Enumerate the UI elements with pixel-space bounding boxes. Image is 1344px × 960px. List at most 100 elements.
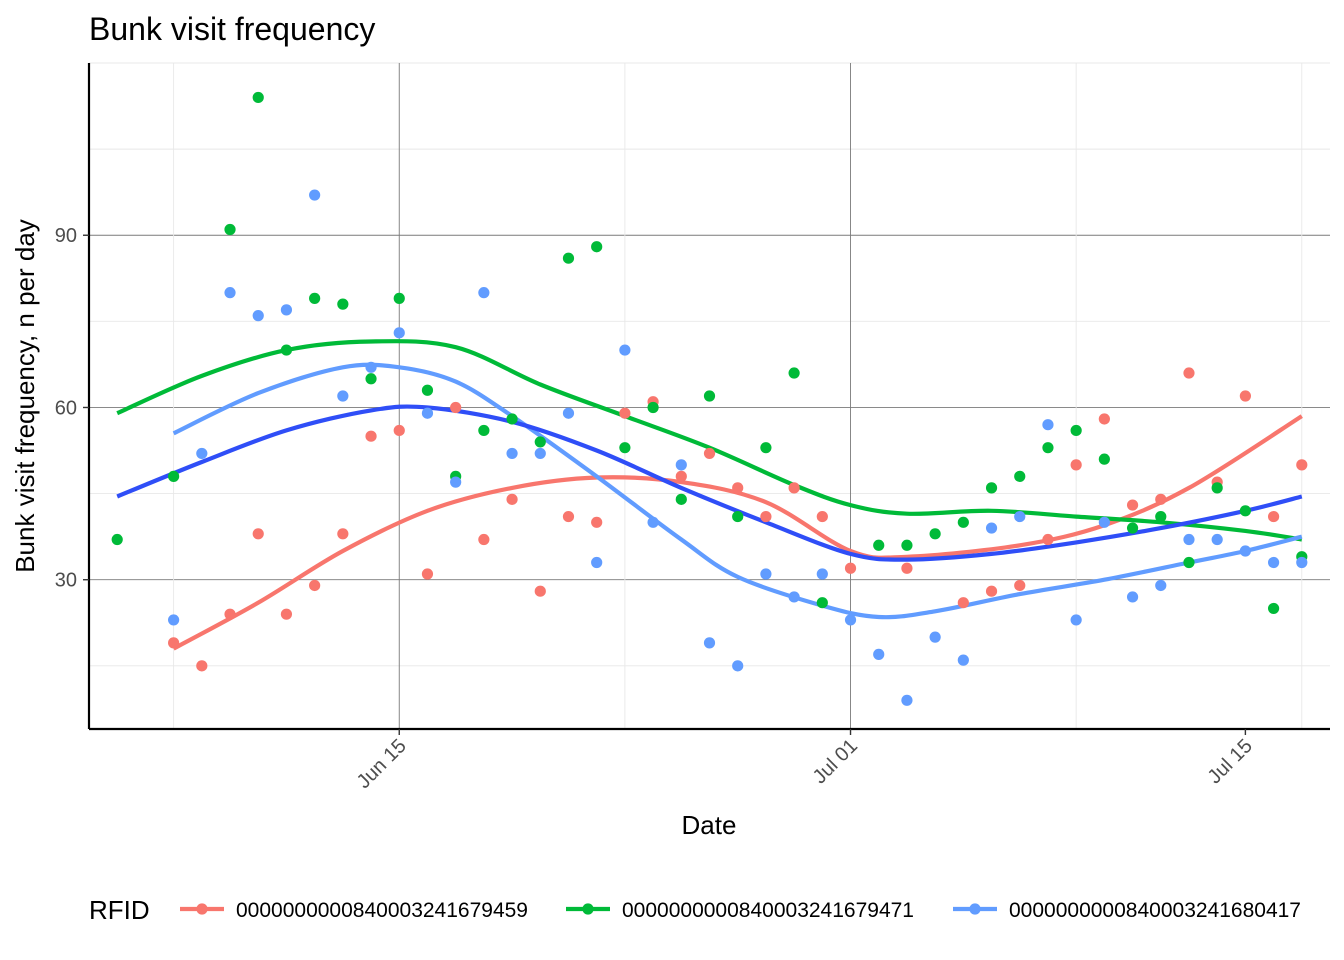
data-point-series-1 [534,585,546,597]
data-point-series-3 [957,654,969,666]
data-point-series-3 [591,556,603,569]
data-point-series-3 [365,361,377,373]
x-tick-label: Jul 01 [809,735,862,788]
data-point-series-3 [337,390,349,402]
data-point-series-3 [562,407,575,419]
x-tick-label: Jul 15 [1204,735,1257,788]
data-point-series-2 [337,298,349,310]
data-point-series-1 [901,562,913,574]
data-point-series-1 [252,528,264,540]
data-point-series-3 [844,614,857,626]
data-point-series-1 [1126,499,1139,511]
data-point-series-2 [591,241,603,253]
chart-title: Bunk visit frequency [89,11,375,47]
data-point-series-3 [619,344,631,356]
data-point-series-2 [168,470,180,482]
x-tick-label: Jun 15 [353,735,411,793]
data-point-series-2 [788,367,800,379]
data-point-series-3 [252,310,264,322]
data-point-series-3 [168,614,180,626]
data-point-series-3 [450,476,462,488]
data-point-series-1 [309,579,321,592]
data-point-series-1 [421,568,434,580]
data-point-series-2 [703,390,716,402]
data-point-series-3 [1239,545,1251,557]
data-point-series-3 [393,327,405,339]
data-point-series-1 [591,516,603,528]
data-point-series-1 [675,470,687,482]
data-point-series-2 [1155,510,1167,523]
legend-key-point [969,903,981,915]
data-point-series-2 [619,442,631,454]
data-point-series-3 [873,648,885,660]
data-point-series-1 [732,482,744,494]
x-ticks: Jun 15 Jul 01 Jul 15 [353,729,1257,793]
data-point-series-2 [1267,602,1280,615]
data-point-series-3 [1211,533,1223,546]
data-point-series-3 [1042,419,1054,431]
data-point-series-2 [873,539,885,551]
legend-label: 0000000000840003241679459 [236,899,528,922]
legend: RFID 0000000000840003241679459 0000000000… [89,895,1301,925]
data-point-series-1 [337,528,349,540]
data-point-series-2 [760,442,772,454]
data-point-series-1 [619,407,631,419]
data-point-series-2 [1098,453,1110,465]
data-point-series-1 [1042,533,1054,546]
data-point-series-3 [224,287,236,299]
y-tick-label: 30 [55,570,77,592]
data-point-series-1 [703,447,716,460]
data-point-series-2 [224,223,236,236]
data-point-series-2 [111,533,123,546]
data-point-series-1 [1267,510,1280,523]
data-point-series-3 [929,631,941,643]
data-point-series-2 [647,401,659,414]
data-point-series-3 [788,591,800,603]
data-point-series-1 [1098,413,1110,425]
data-point-series-1 [1070,459,1082,471]
data-point-series-1 [280,608,293,620]
data-point-series-1 [957,597,969,609]
data-point-series-1 [196,660,208,672]
data-point-series-3 [1070,614,1082,626]
data-point-series-1 [985,585,998,597]
data-point-series-2 [675,493,687,505]
data-point-series-1 [168,637,180,649]
data-point-series-2 [929,528,941,540]
data-point-series-2 [1211,482,1223,494]
legend-label: 0000000000840003241679471 [622,899,914,922]
data-point-series-2 [393,292,405,304]
y-ticks: 30 60 90 [55,225,89,592]
data-point-series-2 [732,510,744,523]
data-point-series-1 [450,401,462,414]
data-point-series-2 [562,252,575,264]
data-point-series-2 [506,413,518,425]
data-point-series-2 [1070,424,1082,437]
data-point-series-3 [1155,579,1167,592]
data-point-series-3 [196,447,208,460]
data-point-series-3 [985,522,998,534]
y-tick-label: 60 [55,397,77,419]
data-point-series-1 [816,510,828,523]
data-point-series-1 [1239,390,1251,402]
data-point-series-3 [760,568,772,580]
smooth-line-series-2 [116,339,1303,542]
legend-key-point [196,903,208,915]
data-point-series-3 [675,459,687,471]
data-point-series-1 [844,562,857,574]
data-point-series-2 [534,436,546,448]
data-point-series-3 [703,637,716,649]
data-point-series-3 [647,516,659,528]
data-point-series-3 [1014,510,1026,523]
data-point-series-2 [816,597,828,609]
data-point-series-3 [901,694,913,706]
data-point-series-2 [1183,556,1195,569]
data-point-series-1 [478,533,490,546]
data-point-series-3 [534,447,546,460]
data-point-series-2 [957,516,969,528]
data-point-series-1 [1183,367,1195,379]
data-point-series-1 [365,430,377,442]
data-point-series-2 [252,91,264,104]
data-point-series-2 [309,292,321,304]
data-point-series-1 [224,608,236,620]
